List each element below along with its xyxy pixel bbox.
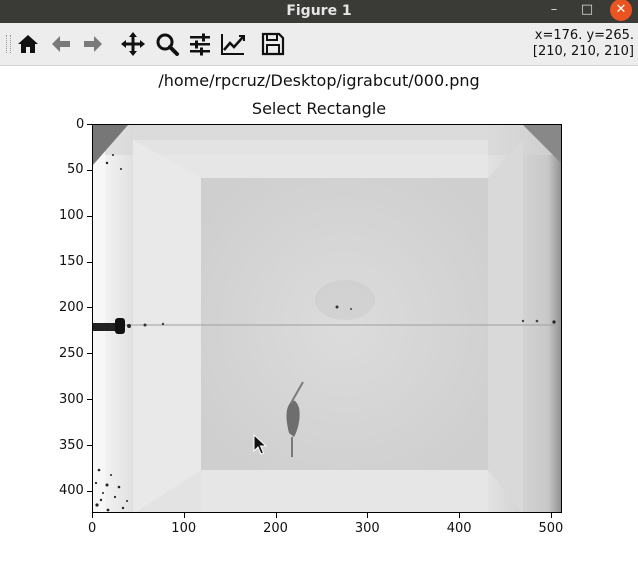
maximize-button[interactable]: □: [580, 2, 594, 17]
y-tick-mark: [87, 399, 92, 401]
toolbar-grip[interactable]: [6, 35, 11, 53]
x-tick-label: 200: [263, 521, 288, 536]
sliders-icon: [190, 33, 210, 56]
axes-title: Select Rectangle: [251, 99, 387, 118]
floppy-disk-icon: [261, 32, 285, 56]
y-tick-label: 200: [59, 299, 84, 315]
x-tick-label: 400: [446, 521, 472, 536]
zoom-button[interactable]: [153, 31, 181, 57]
forward-button[interactable]: [79, 31, 107, 57]
x-tick-mark: [550, 513, 552, 518]
arrow-right-icon: [84, 36, 102, 52]
x-tick-mark: [367, 513, 369, 518]
back-button[interactable]: [47, 31, 75, 57]
mouse-pointer-icon: [253, 434, 267, 455]
x-tick-mark: [92, 513, 93, 518]
figure-suptitle: /home/rpcruz/Desktop/igrabcut/000.png: [158, 71, 480, 90]
image-axes[interactable]: [92, 124, 562, 513]
coords-xy: x=176. y=265.: [534, 28, 634, 43]
line-chart-icon: [221, 34, 245, 55]
y-tick-label: 400: [59, 483, 84, 499]
y-tick-mark: [87, 353, 92, 355]
home-icon: [18, 35, 38, 53]
y-tick-label: 100: [59, 208, 84, 224]
y-tick-mark: [87, 124, 92, 125]
cursor-coordinates: x=176. y=265. [210, 210, 210]: [533, 28, 634, 60]
x-tick-label: 500: [538, 521, 564, 536]
y-tick-label: 350: [59, 437, 84, 453]
close-button[interactable]: ✕: [610, 0, 632, 21]
pan-button[interactable]: [119, 31, 147, 57]
edit-axis-button[interactable]: [219, 31, 247, 57]
home-button[interactable]: [14, 31, 42, 57]
x-tick-label: 100: [171, 521, 197, 536]
arrow-left-icon: [52, 36, 70, 52]
y-tick-mark: [87, 490, 92, 492]
window-title: Figure 1: [286, 3, 352, 19]
magnifier-icon: [156, 33, 179, 56]
window-titlebar: Figure 1 – □ ✕: [0, 0, 638, 23]
y-tick-label: 150: [59, 254, 84, 270]
save-button[interactable]: [259, 31, 287, 57]
y-tick-mark: [87, 169, 92, 171]
coords-pixel-value: [210, 210, 210]: [532, 44, 634, 59]
x-tick-mark: [275, 513, 277, 518]
x-tick-mark: [183, 513, 185, 518]
figure-canvas[interactable]: /home/rpcruz/Desktop/igrabcut/000.png Se…: [0, 66, 638, 568]
y-tick-label: 0: [76, 116, 85, 132]
navigation-toolbar: x=176. y=265. [210, 210, 210]: [0, 23, 638, 66]
y-tick-label: 250: [59, 345, 84, 361]
arena-image: [93, 125, 561, 512]
y-tick-mark: [87, 215, 92, 217]
x-tick-mark: [459, 513, 461, 518]
y-tick-mark: [87, 445, 92, 447]
configure-subplots-button[interactable]: [186, 31, 214, 57]
y-tick-label: 50: [67, 162, 84, 178]
x-tick-label: 300: [354, 521, 380, 536]
y-tick-label: 300: [59, 391, 84, 407]
minimize-button[interactable]: –: [550, 2, 558, 17]
move-icon: [121, 32, 145, 56]
y-tick-mark: [87, 261, 92, 263]
y-tick-mark: [87, 307, 92, 309]
x-tick-label: 0: [88, 521, 97, 536]
